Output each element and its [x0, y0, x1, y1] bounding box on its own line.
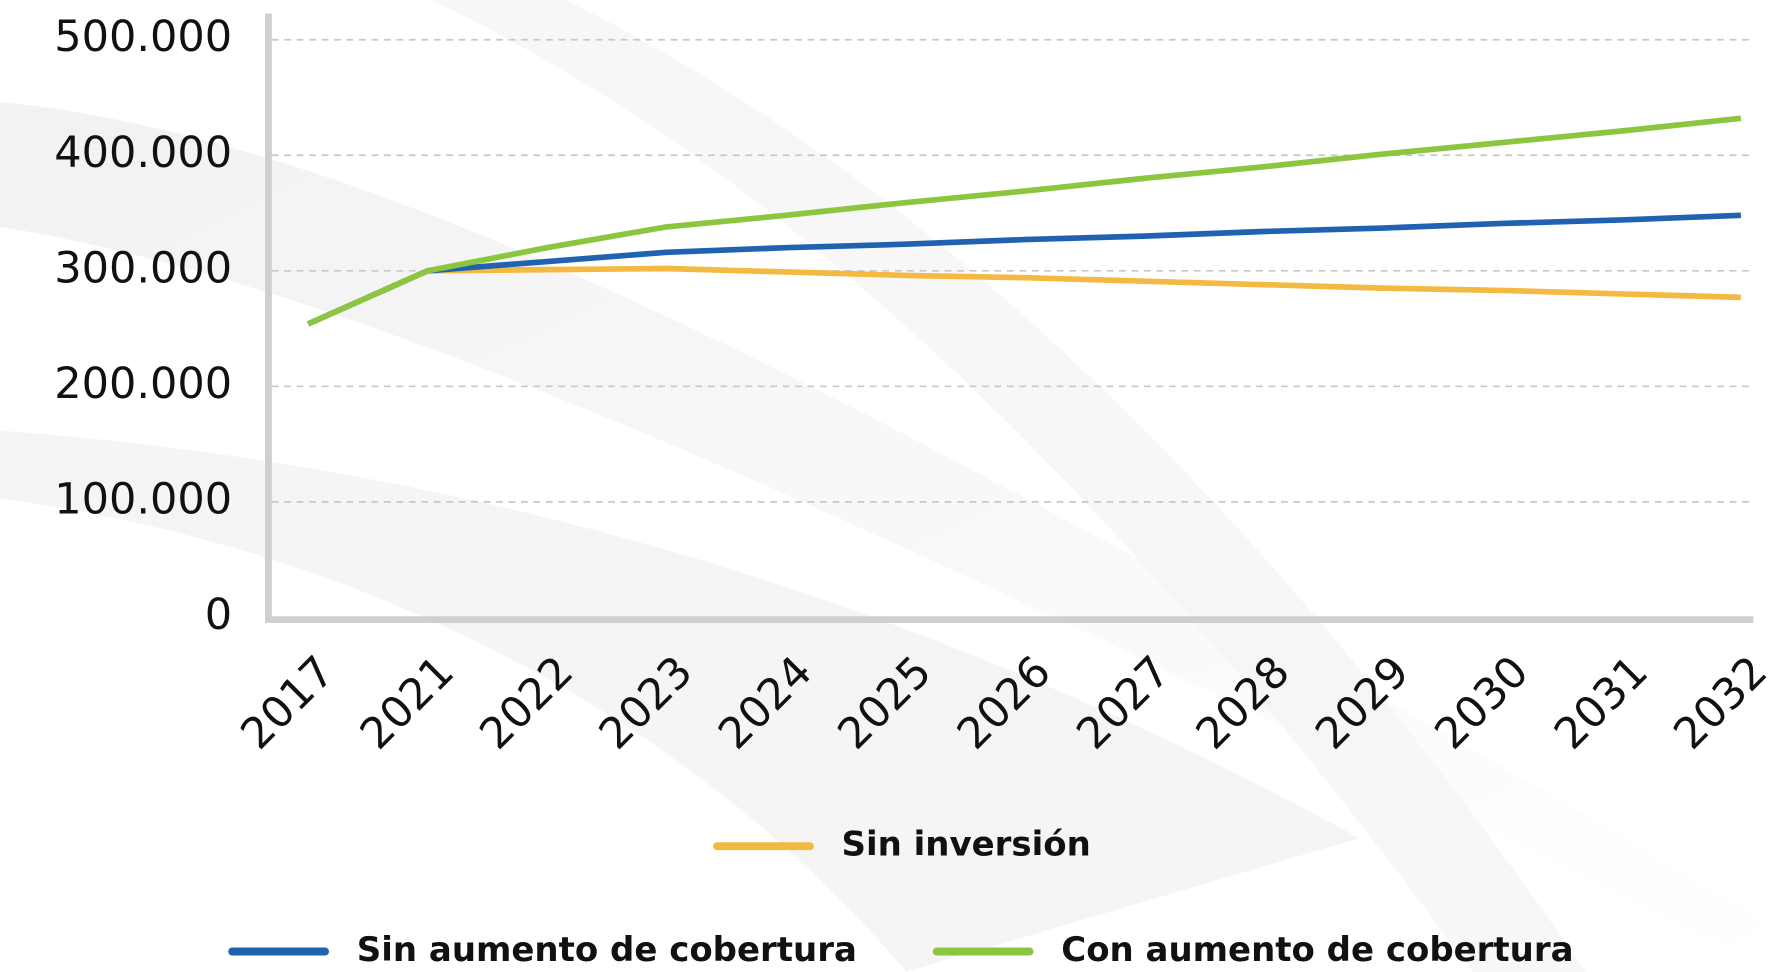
y-tick-label: 100.000	[54, 474, 232, 524]
legend-label: Con aumento de cobertura	[1061, 930, 1573, 970]
y-tick-label: 300.000	[54, 243, 232, 293]
y-tick-label: 200.000	[54, 359, 232, 409]
legend-label: Sin inversión	[842, 825, 1091, 865]
x-tick-label: 2030	[1426, 647, 1539, 760]
y-tick-label: 500.000	[54, 12, 232, 62]
y-tick-label: 0	[205, 590, 232, 640]
series-line	[306, 212, 1741, 327]
y-tick-label: 400.000	[54, 128, 232, 178]
x-tick-label: 2021	[351, 647, 464, 760]
series-line	[306, 265, 1741, 327]
series-line	[306, 115, 1742, 327]
x-tick-label: 2031	[1545, 647, 1658, 760]
legend-label: Sin aumento de cobertura	[357, 930, 857, 970]
x-tick-label: 2032	[1664, 647, 1776, 760]
x-tick-label: 2017	[232, 647, 345, 760]
